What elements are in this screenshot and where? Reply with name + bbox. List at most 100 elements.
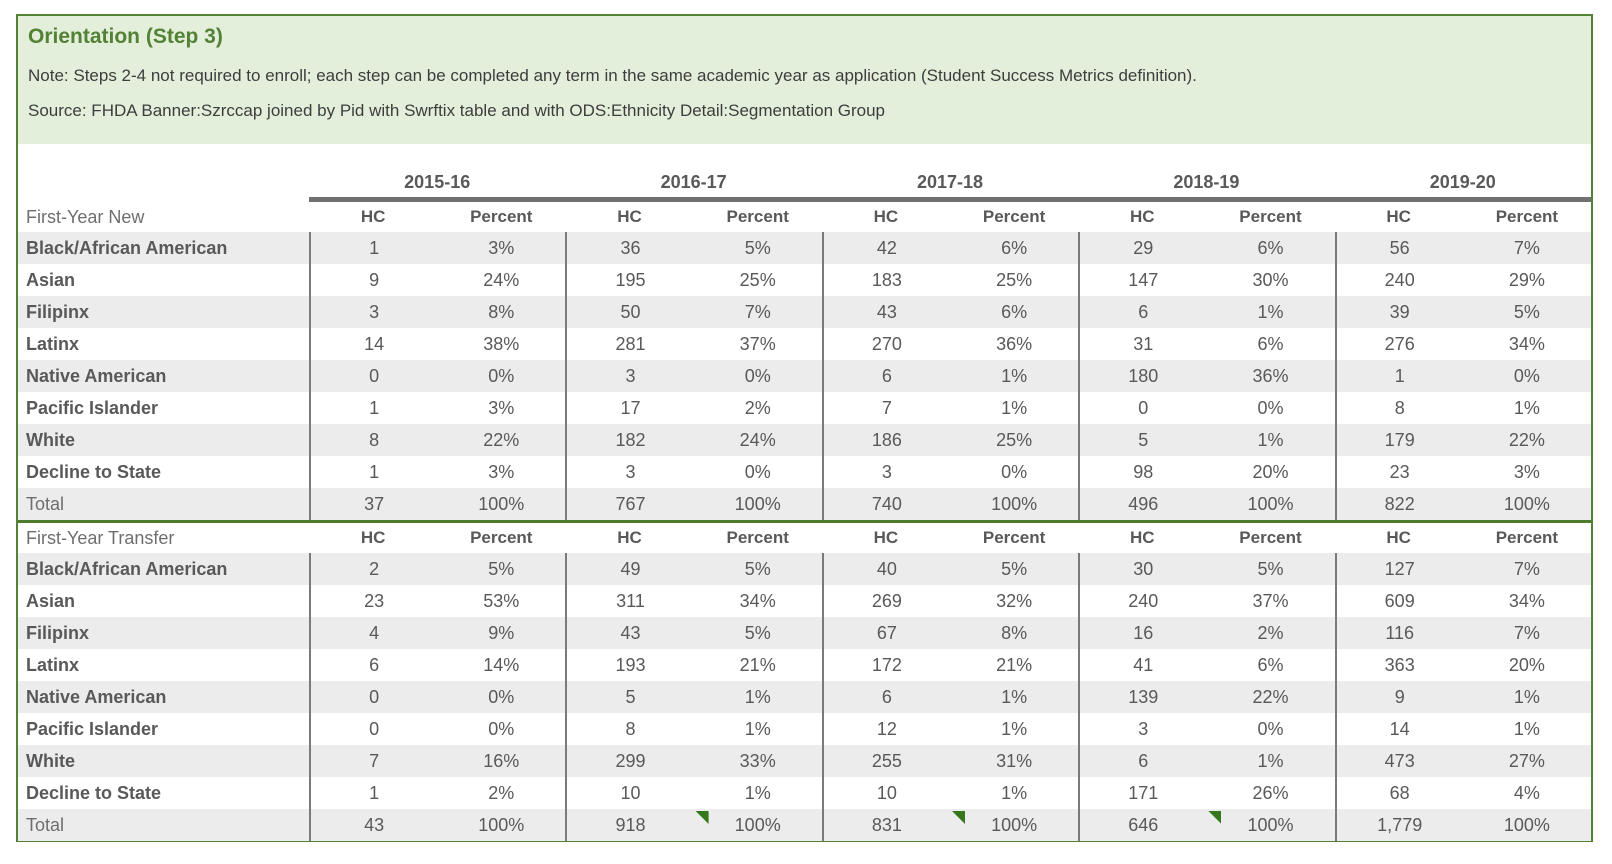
hc-cell: 496 xyxy=(1078,488,1206,520)
row-label: Pacific Islander xyxy=(26,718,159,739)
percent-cell: 1% xyxy=(1001,687,1028,707)
percent-cell: 26% xyxy=(1252,783,1289,803)
year-label: 2018-19 xyxy=(1078,168,1335,202)
hc-cell: 4 xyxy=(309,617,437,649)
percent-header: Percent xyxy=(1495,207,1559,226)
table-row: Asian 23 53% 311 34% 269 32% 240 37% 609 34% xyxy=(18,585,1591,617)
source-line: Source: FHDA Banner:Szrccap joined by Pi… xyxy=(28,101,886,120)
enrollment-table: 2015-16 2016-17 2017-18 2018-19 2019-20 First… xyxy=(18,168,1591,841)
percent-cell: 1% xyxy=(1513,687,1540,707)
hc-cell: 98 xyxy=(1078,456,1206,488)
percent-cell: 32% xyxy=(996,591,1033,611)
row-label: Asian xyxy=(26,590,76,611)
hc-cell: 3 xyxy=(821,456,950,488)
hc-cell: 299 xyxy=(565,745,693,777)
report-header: Orientation (Step 3) Note: Steps 2-4 not… xyxy=(18,16,1591,144)
hc-cell: 29 xyxy=(1078,232,1206,264)
hc-header: HC xyxy=(617,207,642,226)
hc-cell: 67 xyxy=(821,617,950,649)
green-flag-icon xyxy=(951,811,965,824)
row-label: Latinx xyxy=(26,654,80,675)
hc-cell: 1,779 xyxy=(1334,809,1463,841)
hc-cell: 255 xyxy=(821,745,950,777)
hc-cell: 56 xyxy=(1334,232,1463,264)
hc-cell: 43 xyxy=(821,296,950,328)
percent-header: Percent xyxy=(726,528,789,547)
row-label: Filipinx xyxy=(26,301,89,322)
year-header-row: 2015-16 2016-17 2017-18 2018-19 2019-20 xyxy=(18,168,1591,202)
percent-cell: 7% xyxy=(1513,623,1540,643)
hc-cell: 116 xyxy=(1334,617,1463,649)
percent-cell: 5% xyxy=(1001,559,1028,579)
hc-cell: 3 xyxy=(309,296,437,328)
row-label: Filipinx xyxy=(26,622,89,643)
percent-cell: 0% xyxy=(1257,719,1284,739)
percent-cell: 0% xyxy=(488,719,515,739)
hc-cell: 30 xyxy=(1078,553,1206,585)
hc-cell: 3 xyxy=(565,456,693,488)
percent-header: Percent xyxy=(470,528,533,547)
hc-cell: 6 xyxy=(821,360,950,392)
percent-cell: 1% xyxy=(1001,398,1028,418)
hc-cell: 918 xyxy=(565,809,693,841)
table-row: Pacific Islander 0 0% 8 1% 12 1% 3 0% 14 1% xyxy=(18,713,1591,745)
percent-cell: 6% xyxy=(1257,334,1284,354)
percent-cell: 100% xyxy=(1503,815,1550,835)
percent-cell: 7% xyxy=(1513,238,1540,258)
hc-cell: 193 xyxy=(565,649,693,681)
hc-cell: 42 xyxy=(821,232,950,264)
percent-cell: 5% xyxy=(744,623,771,643)
percent-cell: 1% xyxy=(1257,751,1284,771)
percent-cell: 1% xyxy=(1513,719,1540,739)
hc-header: HC xyxy=(360,528,386,547)
year-label: 2015-16 xyxy=(309,168,566,202)
hc-cell: 127 xyxy=(1334,553,1463,585)
percent-cell: 20% xyxy=(1252,462,1289,482)
percent-cell: 24% xyxy=(483,270,520,290)
table-row: Native American 0 0% 3 0% 6 1% 180 36% 1 0% xyxy=(18,360,1591,392)
hc-cell: 8 xyxy=(565,713,693,745)
hc-cell: 41 xyxy=(1078,649,1206,681)
percent-cell: 2% xyxy=(488,783,515,803)
hc-cell: 311 xyxy=(565,585,693,617)
table-row: Filipinx 4 9% 43 5% 67 8% 16 2% 116 7% xyxy=(18,617,1591,649)
percent-cell: 0% xyxy=(1001,462,1028,482)
percent-cell: 1% xyxy=(1001,719,1028,739)
percent-cell: 1% xyxy=(744,783,771,803)
table-row: Total 43 100% 918 100% 831 100% 646 100% 1,779 100… xyxy=(18,809,1591,841)
percent-cell: 6% xyxy=(1001,302,1028,322)
percent-cell: 21% xyxy=(996,655,1033,675)
percent-cell: 100% xyxy=(694,809,822,841)
percent-cell: 100% xyxy=(1206,809,1334,841)
percent-cell: 27% xyxy=(1508,751,1545,771)
percent-cell: 100% xyxy=(734,494,781,514)
hc-cell: 3 xyxy=(1078,713,1206,745)
row-label: Black/African American xyxy=(26,237,228,258)
hc-cell: 0 xyxy=(1078,392,1206,424)
hc-cell: 0 xyxy=(309,681,437,713)
table-row: White 7 16% 299 33% 255 31% 6 1% 473 27% xyxy=(18,745,1591,777)
row-label: White xyxy=(26,750,75,771)
percent-cell: 34% xyxy=(1508,591,1545,611)
percent-cell: 0% xyxy=(744,366,771,386)
hc-cell: 10 xyxy=(821,777,950,809)
percent-cell: 1% xyxy=(744,719,771,739)
percent-cell: 7% xyxy=(744,302,771,322)
percent-cell: 0% xyxy=(1257,398,1284,418)
hc-cell: 767 xyxy=(565,488,693,520)
hc-cell: 43 xyxy=(565,617,693,649)
hc-cell: 10 xyxy=(565,777,693,809)
percent-cell: 25% xyxy=(996,430,1033,450)
hc-cell: 269 xyxy=(821,585,950,617)
percent-cell: 2% xyxy=(744,398,771,418)
hc-cell: 183 xyxy=(821,264,950,296)
percent-cell: 3% xyxy=(488,238,515,258)
hc-cell: 1 xyxy=(309,456,437,488)
page-title: Orientation (Step 3) xyxy=(28,25,223,48)
hc-header: HC xyxy=(360,207,386,226)
row-label: Decline to State xyxy=(26,782,162,803)
green-flag-icon xyxy=(695,811,709,824)
hc-cell: 171 xyxy=(1078,777,1206,809)
hc-cell: 276 xyxy=(1334,328,1463,360)
percent-header: Percent xyxy=(982,207,1046,226)
